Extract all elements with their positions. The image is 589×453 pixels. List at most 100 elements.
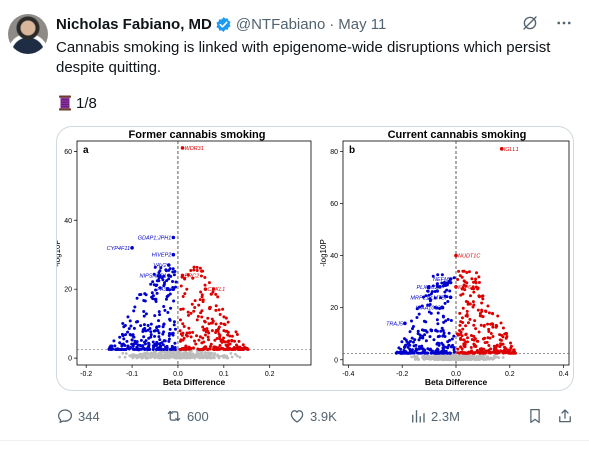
data-point bbox=[151, 340, 155, 344]
data-point bbox=[421, 347, 425, 351]
x-tick-label: 0.0 bbox=[451, 371, 461, 378]
post-image[interactable]: Former cannabis smoking a -0.2 -0.1 0.0 0.1 0.… bbox=[56, 126, 574, 391]
data-point bbox=[121, 322, 125, 326]
avatar[interactable] bbox=[8, 14, 48, 54]
data-point bbox=[153, 314, 157, 318]
data-point bbox=[416, 332, 420, 336]
author-name[interactable]: Nicholas Fabiano, MD bbox=[56, 15, 212, 33]
data-point bbox=[480, 357, 484, 361]
data-point bbox=[236, 345, 240, 349]
thread-count: 1/8 bbox=[76, 94, 97, 112]
data-point bbox=[167, 277, 171, 281]
data-point bbox=[457, 351, 461, 355]
highlighted-point bbox=[438, 285, 442, 289]
data-point bbox=[178, 329, 182, 333]
data-point bbox=[412, 355, 416, 359]
data-point bbox=[230, 338, 234, 342]
share-button[interactable] bbox=[556, 407, 574, 425]
data-point bbox=[118, 355, 121, 359]
highlighted-point bbox=[448, 295, 453, 300]
data-point bbox=[478, 350, 482, 354]
data-point bbox=[233, 347, 237, 351]
data-point bbox=[429, 292, 433, 296]
data-point bbox=[177, 351, 181, 354]
data-point bbox=[435, 289, 439, 293]
author-handle[interactable]: @NTFabiano bbox=[235, 15, 326, 33]
data-point bbox=[164, 297, 168, 301]
data-point bbox=[151, 280, 155, 284]
data-point bbox=[442, 345, 446, 349]
data-point bbox=[191, 330, 195, 334]
chart-title: Former cannabis smoking bbox=[129, 129, 266, 141]
data-point bbox=[153, 265, 157, 269]
more-icon[interactable] bbox=[555, 14, 573, 32]
data-point bbox=[503, 332, 507, 336]
data-point bbox=[133, 339, 137, 343]
data-point bbox=[475, 271, 479, 275]
data-point bbox=[428, 302, 432, 306]
data-point bbox=[135, 354, 139, 358]
data-point bbox=[113, 344, 117, 348]
data-point bbox=[196, 314, 200, 318]
data-point bbox=[464, 340, 468, 344]
data-point bbox=[446, 281, 450, 285]
data-point bbox=[196, 355, 200, 358]
data-point bbox=[400, 351, 404, 355]
data-point bbox=[440, 326, 444, 330]
data-point bbox=[487, 343, 491, 347]
data-point bbox=[419, 351, 423, 355]
data-point bbox=[483, 341, 487, 345]
data-point bbox=[153, 297, 157, 301]
views-button[interactable]: 2.3M bbox=[409, 407, 460, 425]
data-point bbox=[180, 333, 184, 337]
data-point bbox=[468, 294, 472, 298]
data-point bbox=[410, 348, 414, 352]
gene-label: NUDT1C bbox=[458, 254, 480, 260]
data-point bbox=[431, 274, 435, 278]
data-point bbox=[446, 356, 449, 360]
data-point bbox=[484, 310, 488, 314]
data-point bbox=[499, 321, 503, 325]
repost-count: 600 bbox=[187, 408, 209, 424]
data-point bbox=[208, 344, 212, 348]
reply-button[interactable]: 344 bbox=[56, 407, 100, 425]
bookmark-button[interactable] bbox=[526, 407, 544, 425]
data-point bbox=[413, 338, 417, 342]
data-point bbox=[222, 354, 226, 357]
separator-dot: · bbox=[329, 15, 335, 33]
data-point bbox=[132, 342, 136, 346]
repost-button[interactable]: 600 bbox=[165, 407, 209, 425]
grok-icon[interactable] bbox=[521, 14, 539, 32]
data-point bbox=[465, 270, 469, 274]
data-point bbox=[191, 276, 195, 280]
data-point bbox=[135, 296, 139, 300]
data-point bbox=[108, 345, 112, 349]
data-point bbox=[184, 347, 188, 351]
data-point bbox=[498, 338, 502, 342]
data-point bbox=[481, 297, 485, 301]
like-button[interactable]: 3.9K bbox=[288, 407, 337, 425]
data-point bbox=[111, 347, 115, 351]
data-point bbox=[482, 324, 486, 328]
post-date[interactable]: May 11 bbox=[338, 15, 387, 33]
data-point bbox=[184, 353, 188, 357]
data-point bbox=[496, 314, 500, 318]
data-point bbox=[135, 356, 139, 360]
y-tick-label: 40 bbox=[330, 253, 338, 260]
data-point bbox=[207, 356, 211, 360]
verified-badge-icon[interactable] bbox=[215, 16, 232, 33]
data-point bbox=[470, 287, 474, 291]
data-point bbox=[473, 319, 477, 323]
y-tick-label: 20 bbox=[64, 287, 72, 294]
data-point bbox=[226, 340, 230, 344]
data-point bbox=[435, 282, 439, 286]
data-point bbox=[189, 311, 193, 315]
data-point bbox=[469, 333, 473, 337]
data-point bbox=[209, 292, 213, 296]
gene-label: ERC2 bbox=[185, 273, 200, 279]
data-point bbox=[406, 345, 410, 349]
data-point bbox=[146, 328, 150, 332]
data-point bbox=[161, 343, 165, 347]
data-point bbox=[238, 355, 242, 359]
data-point bbox=[420, 304, 424, 308]
